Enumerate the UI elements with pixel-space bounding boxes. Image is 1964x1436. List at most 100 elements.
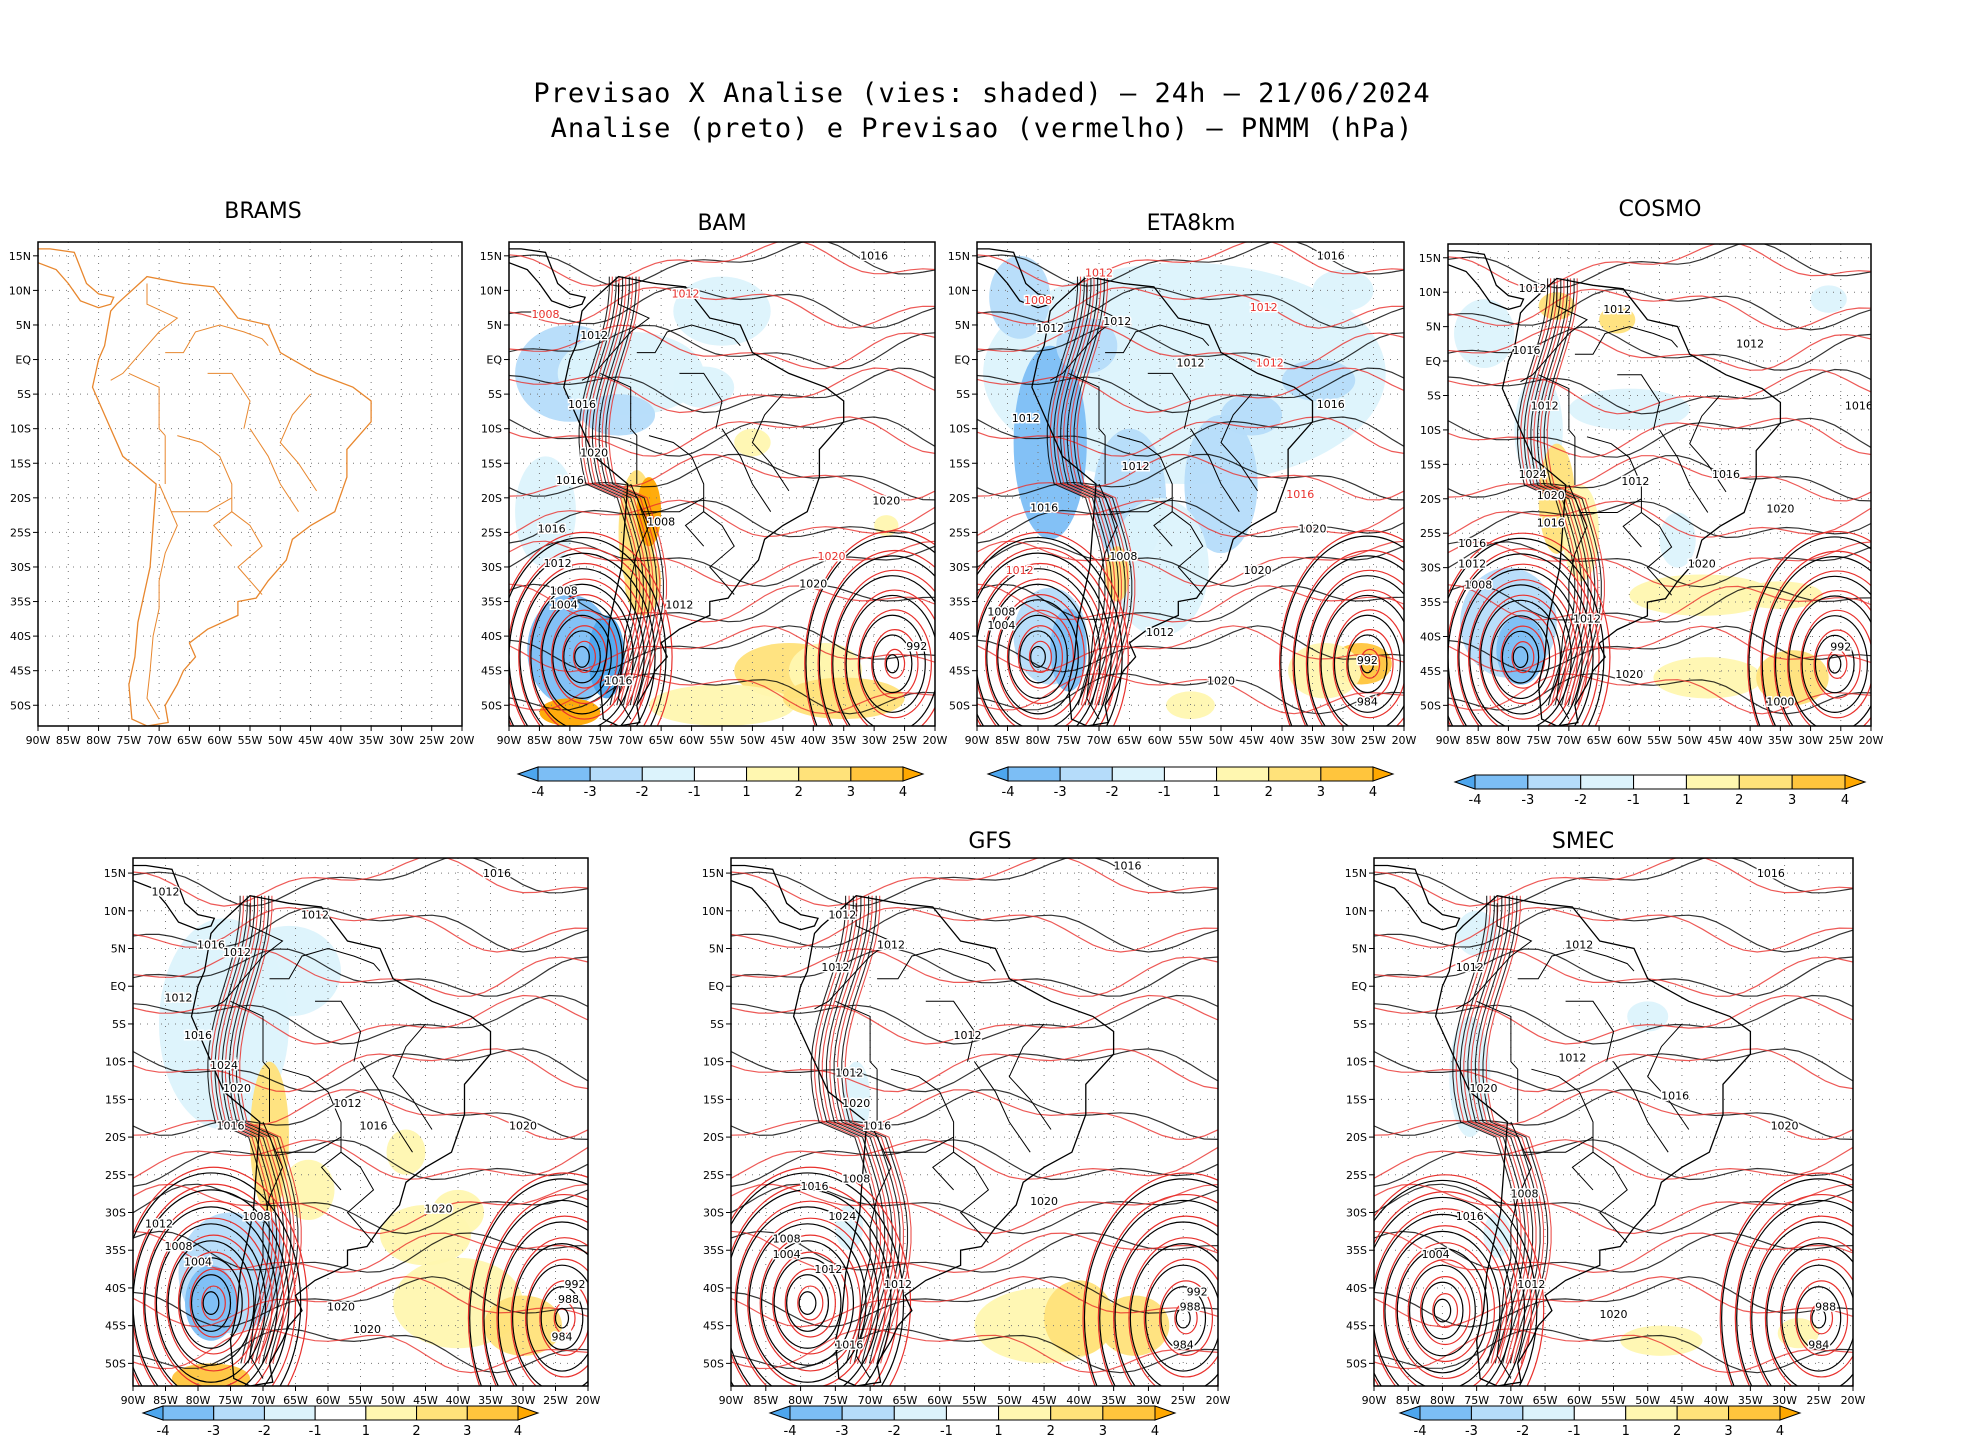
colorbar-segment	[516, 766, 539, 782]
analysis-low-ring	[805, 535, 935, 726]
map-area: 1012 1012 1012 1016 1012 1016 1024 1020 1016 1012…	[1448, 244, 1871, 726]
lon-tick-label: 90W	[497, 734, 522, 747]
lat-tick-label: 5N	[487, 319, 502, 332]
contour-label: 1012	[1012, 412, 1040, 425]
bias-shade	[582, 394, 656, 436]
contour-label: 1020	[353, 1323, 381, 1336]
country-border	[212, 511, 233, 547]
panel-title: COSMO	[1619, 197, 1702, 222]
analysis-low-ring	[1008, 614, 1068, 699]
colorbar: -4 -3 -2 -1 1 2 3 4	[768, 1405, 1177, 1436]
country-border	[636, 324, 741, 354]
analysis-low-ring	[818, 555, 935, 726]
forecast-isobar	[1069, 276, 1129, 706]
country-border	[1647, 1023, 1690, 1130]
panel-model-4: 1016101210121016101210121016102410201016…	[104, 857, 601, 1436]
lat-tick-label: 15S	[1420, 458, 1441, 471]
contour-label: 1020	[1030, 1195, 1058, 1208]
forecast-low-ring	[201, 1285, 226, 1321]
lat-tick-label: 35S	[105, 1244, 126, 1257]
lon-tick-label: 80W	[1496, 734, 1521, 747]
contour-label: 1008	[773, 1233, 801, 1246]
lat-tick-label: 40S	[1346, 1282, 1367, 1295]
forecast-low-ring	[1747, 530, 1871, 726]
colorbar-segment	[1453, 774, 1476, 790]
coastline-central-america	[38, 248, 115, 309]
lat-tick-label: 20S	[10, 492, 31, 505]
contour-label: 1012	[1250, 301, 1278, 314]
lon-tick-label: 70W	[1087, 734, 1112, 747]
analysis-isobar	[1448, 417, 1871, 458]
analysis-low-ring	[1448, 537, 1605, 726]
analysis-low-ring	[1384, 1230, 1501, 1386]
forecast-isobar	[731, 1139, 1218, 1180]
bias-shade	[1659, 512, 1696, 568]
forecast-low-ring	[1097, 1193, 1218, 1386]
analysis-isobar	[235, 895, 299, 1364]
lon-tick-label: 60W	[679, 734, 704, 747]
contour-label: 1020	[1771, 1120, 1799, 1133]
lon-tick-label: 55W	[1601, 1394, 1626, 1407]
contour-label: 1016	[860, 249, 888, 262]
forecast-low-ring	[871, 629, 919, 699]
country-border	[1538, 374, 1576, 438]
analysis-isobar	[1374, 1048, 1853, 1093]
contour-label: 1016	[1661, 1089, 1689, 1102]
analysis-low-ring	[1374, 1179, 1538, 1386]
colorbar-label: 1	[1682, 793, 1690, 808]
lat-tick-label: 50S	[105, 1357, 126, 1370]
colorbar-segment	[1163, 766, 1218, 782]
analysis-low-ring	[1160, 1286, 1207, 1351]
analysis-low-ring	[1129, 1243, 1218, 1386]
analysis-isobar	[133, 994, 588, 1045]
colorbar-segment	[1154, 1405, 1177, 1421]
lon-tick-label: 30W	[1772, 1394, 1797, 1407]
country-border	[1117, 435, 1204, 595]
lat-tick-label: 25S	[481, 526, 502, 539]
analysis-low-ring	[554, 1307, 570, 1329]
colorbar-label: -2	[888, 1424, 901, 1436]
colorbar-segment	[1625, 1405, 1678, 1421]
analysis-low-ring	[731, 1189, 892, 1386]
analysis-low-ring	[133, 1172, 302, 1386]
bias-shade	[432, 1189, 484, 1236]
contour-label: 1012	[152, 886, 180, 899]
analysis-isobar	[133, 1276, 588, 1328]
lon-tick-label: 90W	[1436, 734, 1461, 747]
analysis-low-ring	[202, 1291, 220, 1315]
analysis-isobar	[605, 276, 664, 706]
lon-tick-label: 60W	[316, 1394, 341, 1407]
forecast-isobar	[731, 1183, 1218, 1235]
forecast-isobar	[133, 1328, 588, 1374]
contour-label: 1016	[1458, 537, 1486, 550]
lat-tick-label: 15S	[481, 457, 502, 470]
forecast-isobar	[814, 895, 881, 1364]
forecast-low-ring	[1734, 1193, 1853, 1386]
contour-label: 1020	[1207, 675, 1235, 688]
analysis-isobar	[731, 1183, 1218, 1235]
analysis-low-ring	[1448, 553, 1594, 726]
colorbar-label: 4	[1369, 785, 1377, 800]
colorbar-segment	[1102, 1405, 1156, 1421]
contour-label: 1016	[483, 867, 511, 880]
forecast-low-ring	[1374, 1191, 1532, 1386]
lat-tick-label: 50S	[10, 699, 31, 712]
lon-tick-label: 25W	[1361, 734, 1386, 747]
analysis-low-ring	[761, 1240, 855, 1366]
contour-label: 1016	[1757, 867, 1785, 880]
contour-label: 1020	[580, 446, 608, 459]
contour-label: 1016	[1317, 398, 1345, 411]
lat-tick-label: 10S	[1346, 1056, 1367, 1069]
lon-tick-label: 55W	[962, 1394, 987, 1407]
contour-label: 1020	[1244, 564, 1272, 577]
colorbar-label: -2	[258, 1424, 271, 1436]
lat-tick-label: 15N	[480, 250, 502, 263]
contour-label: 1024	[1519, 468, 1547, 481]
colorbar-segment	[841, 1405, 895, 1421]
colorbar-label: 2	[412, 1424, 420, 1436]
colorbar-label: 4	[899, 785, 907, 800]
lat-tick-label: 25S	[1420, 527, 1441, 540]
analysis-low-ring	[986, 583, 1090, 726]
contour-label: 1020	[223, 1082, 251, 1095]
forecast-low-ring	[1113, 1215, 1218, 1386]
